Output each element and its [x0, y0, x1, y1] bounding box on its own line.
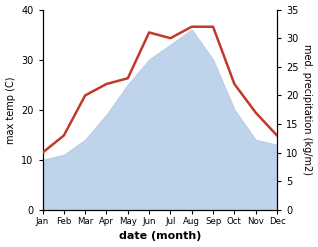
X-axis label: date (month): date (month): [119, 231, 201, 242]
Y-axis label: med. precipitation (kg/m2): med. precipitation (kg/m2): [302, 44, 313, 175]
Y-axis label: max temp (C): max temp (C): [5, 76, 16, 144]
